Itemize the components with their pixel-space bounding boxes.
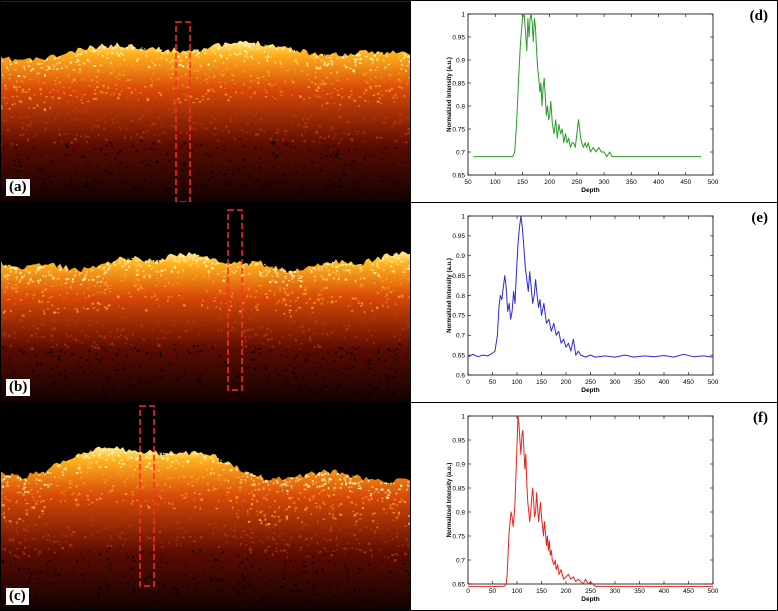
series-line [473,13,701,158]
tissue-region [0,40,411,202]
x-tick-label: 100 [490,179,501,186]
y-tick-label: 0.7 [456,149,465,156]
x-tick-label: 150 [536,379,547,386]
plot-panel-f: 0 50 100 150 200 250 300 350 400 450 500 0.65 0.7 0.7… [411,402,778,611]
y-tick-label: 0.75 [452,533,465,540]
y-tick-label: 1 [461,11,465,18]
y-tick-label: 0.95 [452,34,465,41]
x-tick-label: 0 [466,379,470,386]
y-tick-label: 0.95 [452,233,465,240]
panel-label-b: (b) [6,379,31,396]
x-tick-label: 400 [659,588,670,595]
y-tick-label: 1 [461,413,465,420]
x-tick-label: 250 [571,179,582,186]
panel-label-e: (e) [751,210,768,226]
roi-box [227,209,243,391]
oct-image-a [0,0,411,202]
y-tick-label: 0.85 [452,485,465,492]
vertical-divider [410,0,411,611]
intensity-plot-e: 0 50 100 150 200 250 300 350 400 450 500 0.6 0.65 0.7… [447,213,719,394]
x-tick-label: 200 [544,179,555,186]
y-tick-label: 0.9 [456,57,465,64]
plot-panel-d: 50 100 150 200 250 300 350 400 450 500 0.65 0.7 0.75… [411,0,778,202]
x-tick-label: 200 [561,379,572,386]
roi-box [175,21,191,202]
y-tick-label: 0.9 [456,253,465,260]
y-axis-label: Normalized Intensity (a.u.) [447,463,453,538]
x-tick-label: 350 [634,588,645,595]
speckle-texture [0,42,411,202]
x-tick-label: 150 [536,588,547,595]
horizontal-divider-1 [411,202,778,203]
x-tick-label: 250 [585,379,596,386]
oct-image-panel-a: (a) [0,0,411,202]
x-tick-label: 450 [683,588,694,595]
x-tick-label: 350 [634,379,645,386]
plot-area [467,215,714,376]
panel-label-d: (d) [749,8,768,24]
x-axis-label: Depth [581,596,599,603]
x-tick-label: 450 [680,179,691,186]
y-tick-label: 0.65 [452,581,465,588]
oct-image-panel-c: (c) [0,402,411,611]
y-tick-label: 0.75 [452,313,465,320]
plot-panel-e: 0 50 100 150 200 250 300 350 400 450 500 0.6 0.65 0.7… [411,202,778,402]
y-tick-label: 0.65 [452,172,465,179]
y-tick-label: 0.6 [456,372,465,379]
x-tick-label: 500 [708,379,719,386]
roi-box [139,405,155,587]
series-line [467,215,714,358]
x-tick-label: 100 [512,379,523,386]
speckle-texture [0,253,411,402]
x-tick-label: 500 [708,179,719,186]
x-tick-label: 50 [489,588,497,595]
x-tick-label: 300 [610,379,621,386]
panel-label-c: (c) [6,588,29,605]
horizontal-divider-2 [411,402,778,403]
x-tick-label: 300 [599,179,610,186]
x-axis-label: Depth [581,387,599,394]
x-tick-label: 50 [464,179,472,186]
y-tick-label: 0.7 [456,333,465,340]
y-tick-label: 0.65 [452,352,465,359]
y-tick-label: 0.7 [456,557,465,564]
oct-image-c [0,402,411,611]
x-tick-label: 400 [659,379,670,386]
speckle-texture [0,447,411,611]
x-tick-label: 200 [561,588,572,595]
y-axis-label: Normalized Intensity (a.u.) [447,57,453,132]
x-tick-label: 250 [585,588,596,595]
panel-label-f: (f) [753,410,768,426]
intensity-plot-d: 50 100 150 200 250 300 350 400 450 500 0.65 0.7 0.75… [447,11,719,194]
y-tick-label: 0.95 [452,437,465,444]
plot-area [467,13,714,176]
oct-image-panel-b: (b) [0,202,411,402]
y-axis-label: Normalized Intensity (a.u.) [447,258,453,333]
y-tick-label: 0.8 [456,509,465,516]
y-tick-label: 0.85 [452,80,465,87]
x-tick-label: 100 [512,588,523,595]
y-tick-label: 1 [461,213,465,220]
intensity-plot-f: 0 50 100 150 200 250 300 350 400 450 500 0.65 0.7 0.7… [447,413,719,603]
x-tick-label: 350 [626,179,637,186]
x-tick-label: 400 [653,179,664,186]
y-tick-label: 0.8 [456,293,465,300]
panel-label-a: (a) [6,179,30,196]
x-tick-label: 300 [610,588,621,595]
x-tick-label: 150 [517,179,528,186]
series-line [468,415,713,587]
y-tick-label: 0.85 [452,273,465,280]
oct-image-b [0,202,411,402]
plot-area [467,415,714,585]
y-tick-label: 0.8 [456,103,465,110]
tissue-region [0,251,411,402]
y-tick-label: 0.9 [456,461,465,468]
x-tick-label: 0 [466,588,470,595]
x-tick-label: 450 [683,379,694,386]
x-tick-label: 500 [708,588,719,595]
y-tick-label: 0.75 [452,126,465,133]
x-axis-label: Depth [581,187,599,194]
x-tick-label: 50 [489,379,497,386]
